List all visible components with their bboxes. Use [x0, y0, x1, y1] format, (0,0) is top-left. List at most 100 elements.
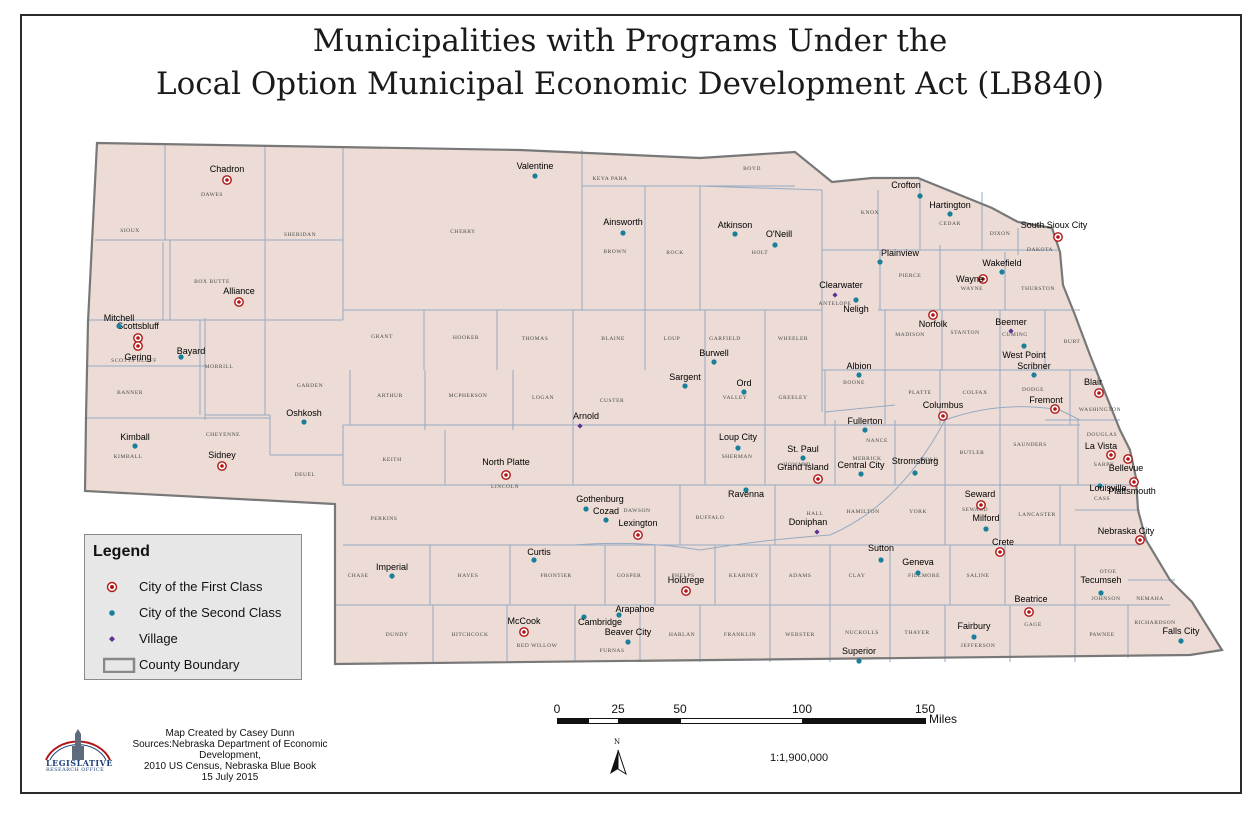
city-o-neill[interactable]: O'Neill — [766, 229, 792, 248]
city-sutton[interactable]: Sutton — [868, 543, 894, 563]
city-wayne[interactable]: Wayne — [956, 274, 988, 284]
county-label: BOYD — [743, 166, 761, 172]
city-scribner[interactable]: Scribner — [1017, 361, 1051, 378]
city-label: Falls City — [1162, 626, 1200, 636]
city-sargent[interactable]: Sargent — [669, 372, 701, 389]
city-fremont[interactable]: Fremont — [1029, 395, 1063, 414]
scale-tick: 50 — [673, 702, 687, 716]
city-north-platte[interactable]: North Platte — [482, 457, 530, 480]
scale-segment — [680, 718, 803, 724]
city-norfolk[interactable]: Norfolk — [919, 310, 948, 329]
city-blair[interactable]: Blair — [1084, 377, 1104, 398]
city-milford[interactable]: Milford — [972, 513, 1000, 532]
scale-segment — [557, 718, 589, 724]
city-holdrege[interactable]: Holdrege — [668, 575, 705, 596]
city-tecumseh[interactable]: Tecumseh — [1080, 575, 1122, 596]
city-arnold[interactable]: Arnold — [573, 411, 599, 429]
county-label: THAYER — [904, 630, 929, 636]
city-stromsburg[interactable]: Stromsburg — [892, 456, 939, 476]
city-geneva[interactable]: Geneva — [902, 557, 934, 576]
first-class-marker-dot — [1053, 407, 1057, 411]
city-albion[interactable]: Albion — [846, 361, 872, 378]
city-arapahoe[interactable]: Arapahoe — [615, 604, 655, 618]
city-curtis[interactable]: Curtis — [527, 547, 551, 563]
county-label: SEWARD — [962, 507, 988, 513]
city-label: Milford — [972, 513, 999, 523]
county-label: BANNER — [117, 390, 143, 396]
city-cozad[interactable]: Cozad — [593, 506, 619, 523]
city-falls-city[interactable]: Falls City — [1162, 626, 1200, 644]
city-kimball[interactable]: Kimball — [120, 432, 150, 449]
city-label: Valentine — [517, 161, 554, 171]
city-central-city[interactable]: Central City — [837, 460, 885, 477]
city-hartington[interactable]: Hartington — [929, 200, 971, 217]
city-crofton[interactable]: Crofton — [891, 180, 923, 199]
city-lexington[interactable]: Lexington — [618, 518, 658, 540]
city-mccook[interactable]: McCook — [507, 616, 541, 637]
city-superior[interactable]: Superior — [842, 646, 876, 664]
city-west-point[interactable]: West Point — [1002, 343, 1046, 360]
city-bayard[interactable]: Bayard — [177, 346, 206, 360]
city-south-sioux-city[interactable]: South Sioux City — [1021, 220, 1088, 242]
county-label: CUMING — [1002, 332, 1028, 338]
city-nebraska-city[interactable]: Nebraska City — [1098, 526, 1155, 545]
city-beemer[interactable]: Beemer — [995, 317, 1027, 334]
city-gothenburg[interactable]: Gothenburg — [576, 494, 624, 512]
county-label: PERKINS — [371, 516, 398, 522]
city-label: Holdrege — [668, 575, 705, 585]
city-seward[interactable]: Seward — [965, 489, 996, 510]
city-columbus[interactable]: Columbus — [923, 400, 964, 421]
county-label: PAWNEE — [1089, 632, 1114, 638]
city-mitchell[interactable]: Mitchell — [104, 313, 135, 329]
county-label: HOLT — [752, 250, 768, 256]
city-valentine[interactable]: Valentine — [517, 161, 554, 179]
city-label: Gering — [124, 352, 151, 362]
county-label: THOMAS — [522, 336, 549, 342]
city-alliance[interactable]: Alliance — [223, 286, 255, 307]
second-class-marker-icon — [853, 297, 859, 303]
city-ainsworth[interactable]: Ainsworth — [603, 217, 643, 236]
second-class-marker-icon — [603, 517, 609, 523]
city-imperial[interactable]: Imperial — [376, 562, 408, 579]
city-doniphan[interactable]: Doniphan — [789, 517, 828, 535]
first-class-marker-dot — [504, 473, 508, 477]
second-class-marker-icon — [625, 639, 631, 645]
city-beatrice[interactable]: Beatrice — [1014, 594, 1048, 617]
city-oshkosh[interactable]: Oshkosh — [286, 408, 322, 425]
city-st-paul[interactable]: St. Paul — [787, 444, 819, 461]
city-clearwater[interactable]: Clearwater — [819, 280, 863, 298]
city-beaver-city[interactable]: Beaver City — [605, 627, 652, 645]
city-bellevue[interactable]: Bellevue — [1109, 454, 1144, 473]
city-louisville[interactable]: Louisville — [1089, 483, 1126, 493]
first-class-marker-dot — [220, 464, 224, 468]
city-label: Cozad — [593, 506, 619, 516]
city-plattsmouth[interactable]: Plattsmouth — [1108, 477, 1156, 496]
county-label: FRONTIER — [540, 573, 571, 579]
county-label: CEDAR — [939, 221, 960, 227]
city-loup-city[interactable]: Loup City — [719, 432, 758, 451]
city-la-vista[interactable]: La Vista — [1085, 441, 1117, 460]
city-label: Fremont — [1029, 395, 1063, 405]
city-crete[interactable]: Crete — [992, 537, 1014, 557]
city-gering[interactable]: Gering — [124, 341, 152, 362]
city-grand-island[interactable]: Grand Island — [777, 462, 829, 484]
first-class-marker-dot — [237, 300, 241, 304]
city-wakefield[interactable]: Wakefield — [982, 258, 1022, 275]
city-burwell[interactable]: Burwell — [699, 348, 729, 365]
city-atkinson[interactable]: Atkinson — [718, 220, 753, 237]
county-label: ADAMS — [789, 573, 812, 579]
city-neligh[interactable]: Neligh — [843, 297, 869, 314]
city-chadron[interactable]: Chadron — [210, 164, 245, 185]
county-label: CHEYENNE — [206, 432, 240, 438]
city-ord[interactable]: Ord — [736, 378, 752, 395]
city-scottsbluff[interactable]: Scottsbluff — [117, 321, 159, 343]
city-cambridge[interactable]: Cambridge — [578, 614, 622, 627]
county-label: ANTELOPE — [819, 301, 852, 307]
city-plainview[interactable]: Plainview — [877, 248, 920, 265]
city-fairbury[interactable]: Fairbury — [957, 621, 991, 640]
city-ravenna[interactable]: Ravenna — [728, 487, 764, 499]
city-fullerton[interactable]: Fullerton — [847, 416, 883, 433]
city-sidney[interactable]: Sidney — [208, 450, 236, 471]
county-label: BOONE — [843, 380, 865, 386]
county-label: SHERIDAN — [284, 232, 316, 238]
